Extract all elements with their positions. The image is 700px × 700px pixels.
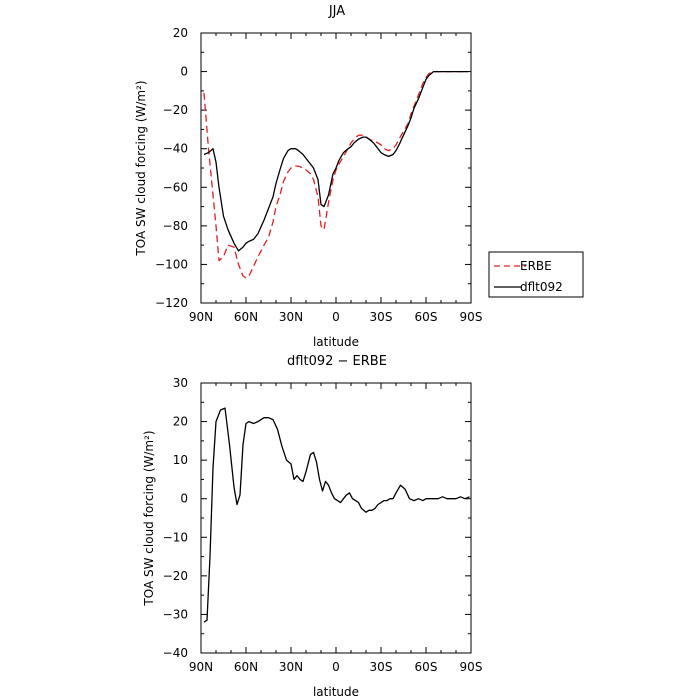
y-tick-label: 0 — [180, 65, 188, 79]
x-axis-label: latitude — [313, 335, 359, 349]
y-tick-label: −120 — [155, 296, 188, 310]
x-tick-label: 0 — [332, 310, 340, 324]
y-tick-label: −100 — [155, 257, 188, 271]
y-tick-label: −40 — [163, 142, 188, 156]
x-tick-label: 90S — [460, 310, 483, 324]
legend-label-dflt092: dflt092 — [520, 280, 563, 294]
plot-frame — [200, 32, 472, 304]
y-tick-label: 10 — [173, 453, 188, 467]
x-tick-label: 0 — [332, 660, 340, 674]
legend-label-erbe: ERBE — [520, 259, 552, 273]
y-tick-label: −30 — [163, 607, 188, 621]
y-tick-label: 0 — [180, 492, 188, 506]
y-tick-label: 30 — [173, 376, 188, 390]
y-tick-label: 20 — [173, 415, 188, 429]
series-lines — [203, 407, 470, 623]
series-lines — [203, 70, 468, 279]
y-tick-label: 20 — [173, 26, 188, 40]
x-tick-labels: 90N 60N 30N 0 30S 60S 90S — [189, 660, 483, 674]
axis-ticks — [200, 382, 472, 654]
x-axis-label: latitude — [313, 685, 359, 699]
y-tick-labels: −120 −100 −80 −60 −40 −20 0 20 — [155, 26, 188, 310]
x-tick-label: 30N — [279, 660, 303, 674]
y-tick-label: −10 — [163, 530, 188, 544]
y-tick-label: −80 — [163, 219, 188, 233]
x-tick-label: 30S — [370, 310, 393, 324]
x-tick-label: 90S — [460, 660, 483, 674]
x-tick-label: 60S — [415, 310, 438, 324]
x-tick-label: 30S — [370, 660, 393, 674]
y-tick-label: −20 — [163, 569, 188, 583]
panel-difference: dflt092 − ERBE 90N 60N 30N 0 30S 60S 90S −40 −3… — [142, 354, 482, 699]
x-tick-label: 90N — [189, 660, 213, 674]
y-tick-labels: −40 −30 −20 −10 0 10 20 30 — [163, 376, 188, 660]
chart-title: dflt092 − ERBE — [287, 354, 387, 369]
x-tick-label: 60N — [234, 310, 258, 324]
legend-box — [488, 251, 584, 298]
y-axis-label: TOA SW cloud forcing (W/m²) — [142, 430, 156, 606]
x-tick-label: 90N — [189, 310, 213, 324]
legend: ERBE dflt092 — [488, 251, 584, 298]
chart-title: JJA — [328, 4, 345, 19]
series-line-dflt092 — [203, 70, 468, 252]
x-tick-label: 60N — [234, 660, 258, 674]
x-tick-label: 60S — [415, 660, 438, 674]
y-axis-label: TOA SW cloud forcing (W/m²) — [134, 80, 148, 256]
y-tick-label: −20 — [163, 103, 188, 117]
y-tick-label: −60 — [163, 180, 188, 194]
panel-jja: JJA 90N 60N 30N 0 30S 60S 90S −120 −100 −80 −60 −4… — [134, 4, 584, 349]
series-line-difference — [203, 407, 470, 623]
y-tick-label: −40 — [163, 646, 188, 660]
series-line-erbe — [203, 70, 468, 279]
plot-frame — [200, 382, 472, 654]
x-tick-label: 30N — [279, 310, 303, 324]
x-tick-labels: 90N 60N 30N 0 30S 60S 90S — [189, 310, 483, 324]
